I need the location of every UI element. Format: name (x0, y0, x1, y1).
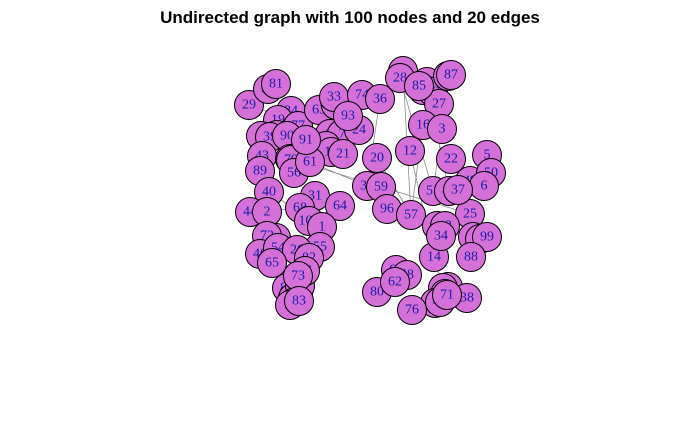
node-label: 33 (327, 90, 341, 105)
graph-node: 88 (456, 242, 486, 272)
graph-node: 22 (436, 144, 466, 174)
node-circle (291, 125, 321, 155)
node-circle (333, 101, 363, 131)
node-label: 28 (393, 71, 407, 86)
node-label: 14 (427, 250, 441, 265)
graph-node: 61 (295, 147, 325, 177)
node-label: 7 (339, 127, 346, 142)
graph-node: 83 (284, 286, 314, 316)
graph-node: 71 (432, 280, 462, 310)
graph-node: 3 (427, 114, 457, 144)
node-label: 40 (262, 185, 276, 200)
node-label: 76 (405, 303, 419, 318)
node-label: 22 (444, 152, 458, 167)
node-label: 91 (299, 133, 313, 148)
node-label: 85 (412, 79, 426, 94)
node-circle (404, 71, 434, 101)
node-circle (362, 143, 392, 173)
node-circle (397, 295, 427, 325)
node-label: 21 (336, 147, 350, 162)
node-label: 12 (403, 144, 417, 159)
graph-node: 12 (395, 136, 425, 166)
node-label: 5 (484, 148, 491, 163)
node-label: 36 (373, 92, 387, 107)
node-circle (436, 60, 466, 90)
graph-node: 27 (424, 89, 454, 119)
graph-node: 6 (469, 171, 499, 201)
graph-node: 20 (362, 143, 392, 173)
node-circle (395, 136, 425, 166)
graph-node: 62 (380, 267, 410, 297)
graph-node: 21 (328, 139, 358, 169)
node-label: 71 (440, 288, 454, 303)
node-circle (426, 221, 456, 251)
node-label: 25 (463, 207, 477, 222)
graph-title: Undirected graph with 100 nodes and 20 e… (160, 8, 540, 27)
graph-node: 91 (291, 125, 321, 155)
node-label: 20 (370, 151, 384, 166)
node-label: 73 (291, 269, 305, 284)
node-circle (432, 280, 462, 310)
graph-node: 36 (365, 84, 395, 114)
node-circle (456, 242, 486, 272)
graph-node: 25 (455, 199, 485, 229)
node-label: 27 (432, 97, 446, 112)
node-label: 83 (292, 294, 306, 309)
node-circle (284, 286, 314, 316)
node-label: 65 (265, 256, 279, 271)
node-circle (472, 222, 502, 252)
graph-edge (410, 124, 424, 216)
node-label: 90 (280, 129, 294, 144)
node-label: 80 (370, 285, 384, 300)
graph-node: 65 (257, 248, 287, 278)
graph-node: 76 (397, 295, 427, 325)
node-label: 1 (319, 220, 326, 235)
node-circle (257, 248, 287, 278)
node-label: 93 (341, 109, 355, 124)
node-label: 99 (480, 230, 494, 245)
node-label: 6 (481, 179, 488, 194)
graph-node: 34 (426, 221, 456, 251)
node-circle (396, 200, 426, 230)
graph-node: 64 (325, 191, 355, 221)
graph-node: 99 (472, 222, 502, 252)
node-label: 61 (303, 155, 317, 170)
node-label: 16 (416, 118, 430, 133)
node-label: 64 (333, 199, 347, 214)
node-label: 59 (374, 180, 388, 195)
node-circle (325, 191, 355, 221)
node-circle (328, 139, 358, 169)
node-circle (427, 114, 457, 144)
node-circle (436, 144, 466, 174)
node-circle (380, 267, 410, 297)
graph-node: 37 (443, 175, 473, 205)
node-circle (261, 69, 291, 99)
node-label: 89 (253, 164, 267, 179)
node-circle (365, 84, 395, 114)
node-label: 38 (460, 291, 474, 306)
node-label: 87 (444, 68, 458, 83)
node-label: 29 (242, 98, 256, 113)
graph-node: 81 (261, 69, 291, 99)
graph-node: 93 (333, 101, 363, 131)
graph-node: 2 (252, 197, 282, 227)
nodes-layer: 2952818419776360337436982895655345872716… (234, 56, 506, 325)
node-label: 88 (464, 250, 478, 265)
node-label: 57 (404, 208, 418, 223)
node-label: 2 (264, 205, 271, 220)
graph-node: 85 (404, 71, 434, 101)
node-circle (443, 175, 473, 205)
graph-node: 57 (396, 200, 426, 230)
node-label: 96 (380, 202, 394, 217)
node-label: 37 (451, 183, 465, 198)
node-label: 34 (434, 229, 448, 244)
node-label: 81 (269, 77, 283, 92)
graph-node: 87 (436, 60, 466, 90)
graph-node: 96 (372, 194, 402, 224)
node-label: 62 (388, 275, 402, 290)
node-label: 3 (439, 122, 446, 137)
